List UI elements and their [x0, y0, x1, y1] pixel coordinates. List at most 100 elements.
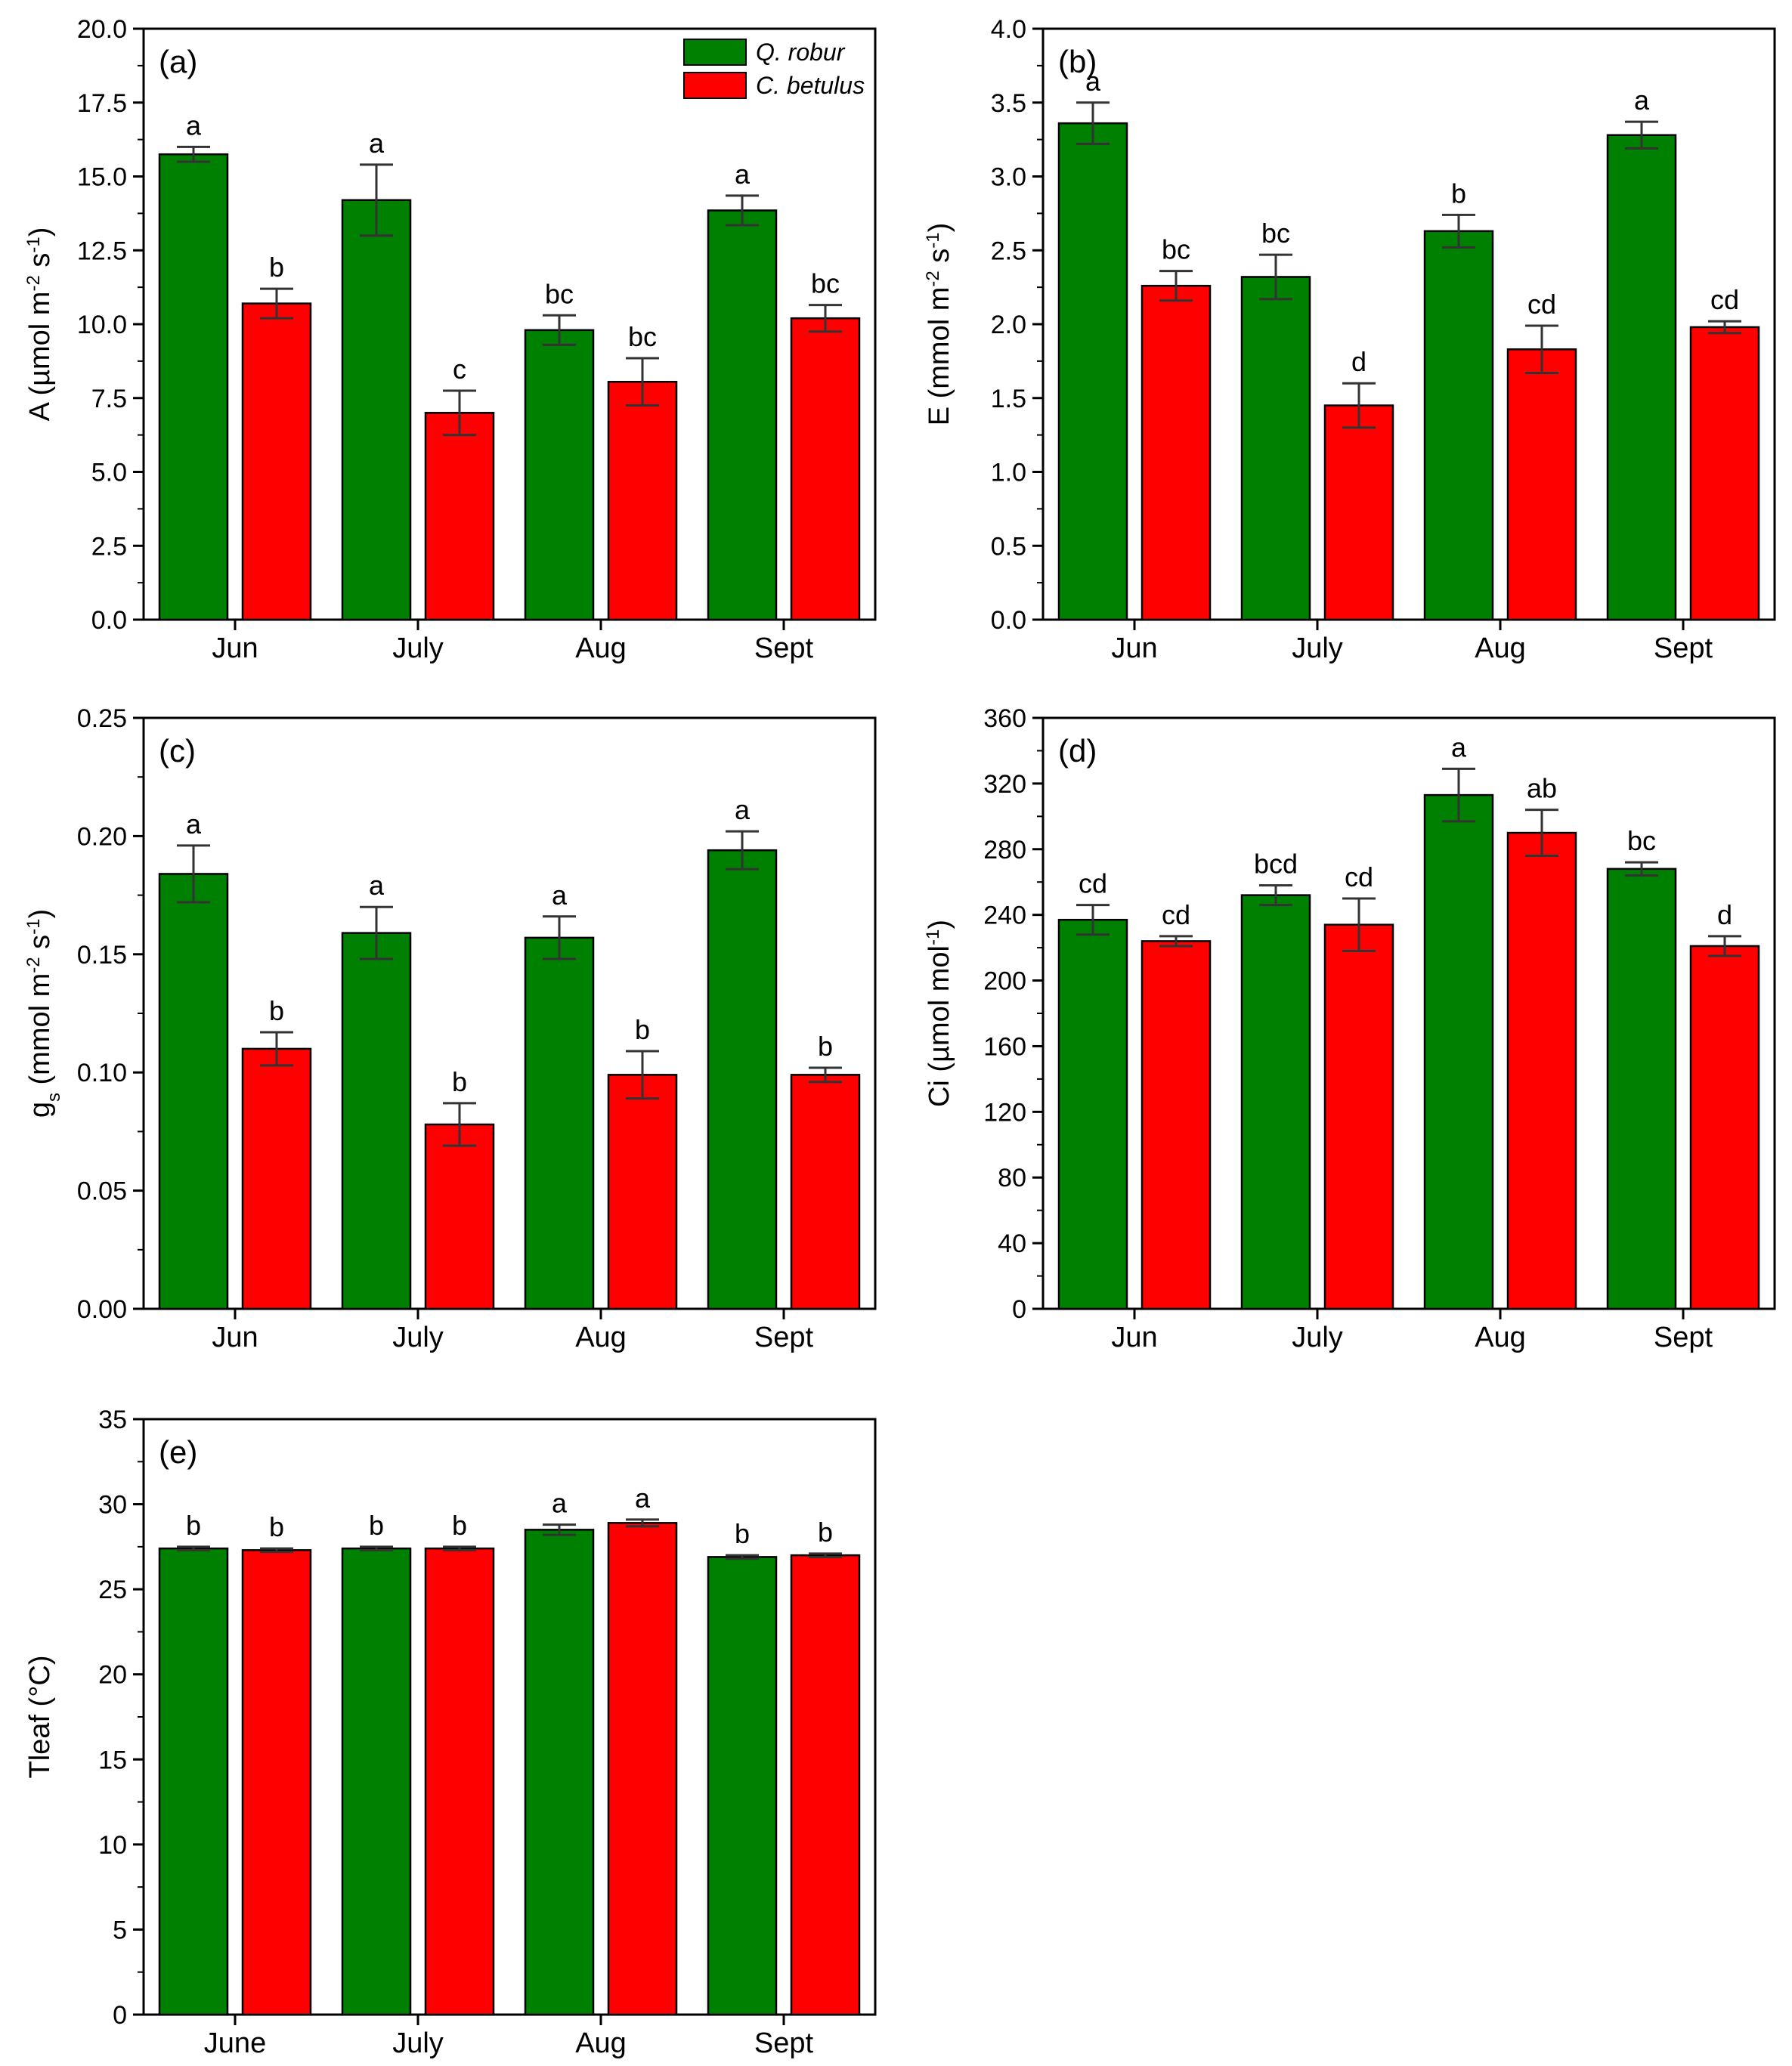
y-tick-label: 5.0	[91, 459, 127, 487]
chart-panel-c: 0.00 0.05 0.10 0.15 0.20 0.25 Jun a b July a b Aug a b…	[23, 704, 877, 1353]
significance-letter: bc	[811, 268, 840, 299]
y-tick-label: 0.10	[77, 1059, 127, 1087]
legend-swatch	[683, 39, 747, 66]
legend: Q. robur C. betulus	[683, 39, 865, 99]
y-tick-label: 10	[98, 1831, 127, 1860]
x-tick-label: Sept	[1654, 1322, 1713, 1353]
y-tick-label: 0.0	[991, 606, 1026, 635]
significance-letter: bc	[628, 321, 657, 352]
significance-letter: a	[635, 1483, 651, 1514]
bar-c-betulus-aug	[607, 1522, 678, 2016]
significance-letter: c	[453, 354, 466, 385]
bar-c-betulus-sept	[790, 1554, 861, 2016]
significance-letter: a	[1634, 85, 1650, 116]
significance-letter: cd	[1162, 899, 1190, 930]
y-tick-label: 200	[983, 967, 1026, 996]
bar-q-robur-aug	[524, 1529, 595, 2016]
bar-q-robur-sept	[1606, 868, 1677, 1310]
significance-letter: d	[1351, 346, 1366, 377]
bar-q-robur-jun	[158, 153, 229, 621]
panels: 0.02.55.07.510.012.515.017.520.0JunabJul…	[23, 15, 1776, 2059]
y-axis-title: Tleaf (°C)	[24, 1656, 56, 1779]
chart-panel-d: 04080120160200240280320360JuncdcdJulybcd…	[923, 704, 1776, 1353]
bar-c-betulus-sept	[790, 317, 861, 621]
significance-letter: bc	[1627, 825, 1656, 856]
legend-label: C. betulus	[756, 72, 865, 99]
bar-c-betulus-aug	[607, 1074, 678, 1310]
significance-letter: a	[186, 110, 202, 141]
y-tick-label: 320	[983, 770, 1026, 799]
significance-letter: bc	[545, 278, 574, 309]
bar-c-betulus-jun	[1141, 940, 1212, 1310]
y-tick-label: 0	[1012, 1295, 1026, 1324]
y-tick-label: 0.05	[77, 1177, 127, 1206]
y-tick-label: 2.5	[91, 532, 127, 561]
significance-letter: b	[735, 1518, 750, 1549]
y-tick-label: 160	[983, 1032, 1026, 1061]
y-tick-label: 1.0	[991, 459, 1026, 487]
y-axis-title: Ci (µmol mol-1)	[923, 920, 956, 1107]
significance-letter: b	[269, 1511, 284, 1542]
significance-letter: cd	[1527, 289, 1556, 320]
y-tick-label: 12.5	[77, 237, 127, 265]
bar-q-robur-sept	[707, 849, 778, 1310]
y-axis-title: E (mmol m-2 s-1)	[923, 223, 956, 426]
x-tick-label: July	[1292, 1322, 1343, 1353]
significance-letter: a	[735, 794, 751, 825]
bar-q-robur-july	[341, 1547, 412, 2016]
x-tick-label: July	[392, 632, 444, 664]
bar-q-robur-jun	[158, 873, 229, 1310]
x-tick-label: July	[392, 2027, 444, 2059]
bar-q-robur-aug	[1423, 230, 1494, 621]
y-tick-label: 40	[998, 1229, 1026, 1258]
significance-letter: b	[1451, 178, 1466, 209]
panel-label: (b)	[1058, 44, 1097, 79]
significance-letter: cd	[1345, 861, 1373, 892]
significance-letter: ab	[1527, 773, 1557, 804]
x-tick-label: Jun	[212, 632, 258, 664]
bar-c-betulus-aug	[1506, 831, 1577, 1310]
chart-panel-b: 0.00.51.01.52.02.53.03.54.0JunabcJulybcd…	[923, 15, 1776, 664]
y-tick-label: 10.0	[77, 311, 127, 339]
significance-letter: b	[269, 252, 284, 283]
bar-c-betulus-sept	[1689, 326, 1760, 621]
x-tick-label: Jun	[212, 1322, 258, 1353]
y-tick-label: 20	[98, 1661, 127, 1690]
y-tick-label: 2.5	[991, 237, 1026, 265]
y-tick-label: 0.0	[91, 606, 127, 635]
y-axis-title: A (µmol m-2 s-1)	[23, 227, 57, 422]
significance-letter: b	[818, 1031, 833, 1062]
significance-letter: a	[552, 880, 568, 911]
y-tick-label: 0.5	[991, 532, 1026, 561]
bar-q-robur-sept	[707, 209, 778, 621]
bar-c-betulus-july	[1323, 923, 1394, 1310]
x-tick-label: June	[204, 2027, 266, 2059]
bar-c-betulus-july	[424, 1123, 495, 1310]
y-tick-label: 30	[98, 1491, 127, 1520]
y-tick-label: 20.0	[77, 15, 127, 44]
legend-label: Q. robur	[756, 39, 846, 66]
significance-letter: bc	[1162, 234, 1190, 265]
panel-label: (d)	[1058, 733, 1097, 769]
y-tick-label: 35	[98, 1406, 127, 1434]
significance-letter: b	[452, 1066, 467, 1097]
bar-c-betulus-jun	[241, 1047, 312, 1310]
y-tick-label: 0.25	[77, 704, 127, 733]
bar-q-robur-july	[341, 199, 412, 621]
bar-q-robur-sept	[1606, 134, 1677, 621]
bar-q-robur-june	[158, 1547, 229, 2016]
bar-q-robur-jun	[1057, 918, 1128, 1310]
y-tick-label: 5	[113, 1916, 127, 1944]
significance-letter: b	[186, 1510, 201, 1541]
y-tick-label: 15	[98, 1746, 127, 1774]
significance-letter: b	[818, 1517, 833, 1548]
y-tick-label: 4.0	[991, 15, 1026, 44]
x-tick-label: Aug	[1475, 632, 1526, 664]
y-tick-label: 3.0	[991, 163, 1026, 192]
x-tick-label: Jun	[1111, 1322, 1157, 1353]
x-tick-label: Sept	[754, 1322, 814, 1353]
y-tick-label: 1.5	[991, 385, 1026, 413]
x-tick-label: July	[392, 1322, 444, 1353]
significance-letter: cd	[1710, 284, 1739, 315]
y-tick-label: 7.5	[91, 385, 127, 413]
